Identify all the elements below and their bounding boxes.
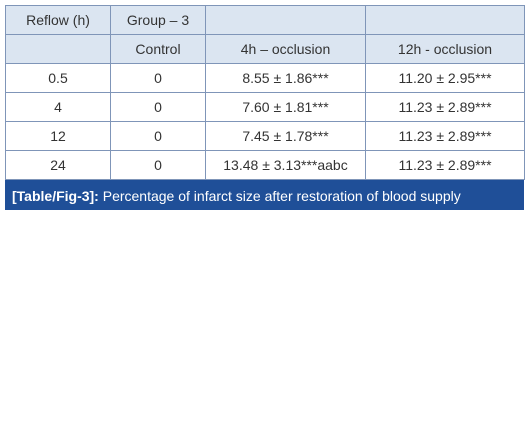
data-cell: 0.5: [5, 63, 111, 93]
data-cell: 4: [5, 92, 111, 122]
caption: [Table/Fig-3]: Percentage of infarct siz…: [5, 180, 524, 210]
header-cell: Group – 3: [110, 5, 206, 35]
data-cell: 0: [110, 63, 206, 93]
data-row: 4 0 7.60 ± 1.81*** 11.23 ± 2.89***: [5, 92, 525, 122]
header-row: Reflow (h) Group – 3: [5, 5, 525, 35]
subheader-cell: Control: [110, 34, 206, 64]
data-table: Reflow (h) Group – 3 Control 4h – occlusion…: [5, 5, 525, 180]
data-cell: 8.55 ± 1.86***: [205, 63, 366, 93]
data-cell: 7.60 ± 1.81***: [205, 92, 366, 122]
data-cell: 13.48 ± 3.13***aabc: [205, 150, 366, 180]
data-cell: 11.23 ± 2.89***: [365, 92, 525, 122]
data-row: 0.5 0 8.55 ± 1.86*** 11.20 ± 2.95***: [5, 63, 525, 93]
caption-label: [Table/Fig-3]:: [12, 188, 99, 204]
subheader-cell-empty: [5, 34, 111, 64]
header-cell: Reflow (h): [5, 5, 111, 35]
data-cell: 24: [5, 150, 111, 180]
data-cell: 11.23 ± 2.89***: [365, 121, 525, 151]
subheader-row: Control 4h – occlusion 12h - occlusion: [5, 34, 525, 64]
header-cell-empty: [365, 5, 525, 35]
data-cell: 7.45 ± 1.78***: [205, 121, 366, 151]
table-figure: Reflow (h) Group – 3 Control 4h – occlusion…: [5, 5, 525, 210]
data-cell: 0: [110, 121, 206, 151]
subheader-cell: 4h – occlusion: [205, 34, 366, 64]
data-cell: 11.23 ± 2.89***: [365, 150, 525, 180]
data-cell: 0: [110, 92, 206, 122]
subheader-cell: 12h - occlusion: [365, 34, 525, 64]
header-cell-empty: [205, 5, 366, 35]
data-row: 12 0 7.45 ± 1.78*** 11.23 ± 2.89***: [5, 121, 525, 151]
caption-text: Percentage of infarct size after restora…: [102, 188, 461, 204]
data-cell: 12: [5, 121, 111, 151]
table-body: Reflow (h) Group – 3 Control 4h – occlusion…: [5, 5, 525, 180]
data-cell: 11.20 ± 2.95***: [365, 63, 525, 93]
data-cell: 0: [110, 150, 206, 180]
data-row: 24 0 13.48 ± 3.13***aabc 11.23 ± 2.89***: [5, 150, 525, 180]
